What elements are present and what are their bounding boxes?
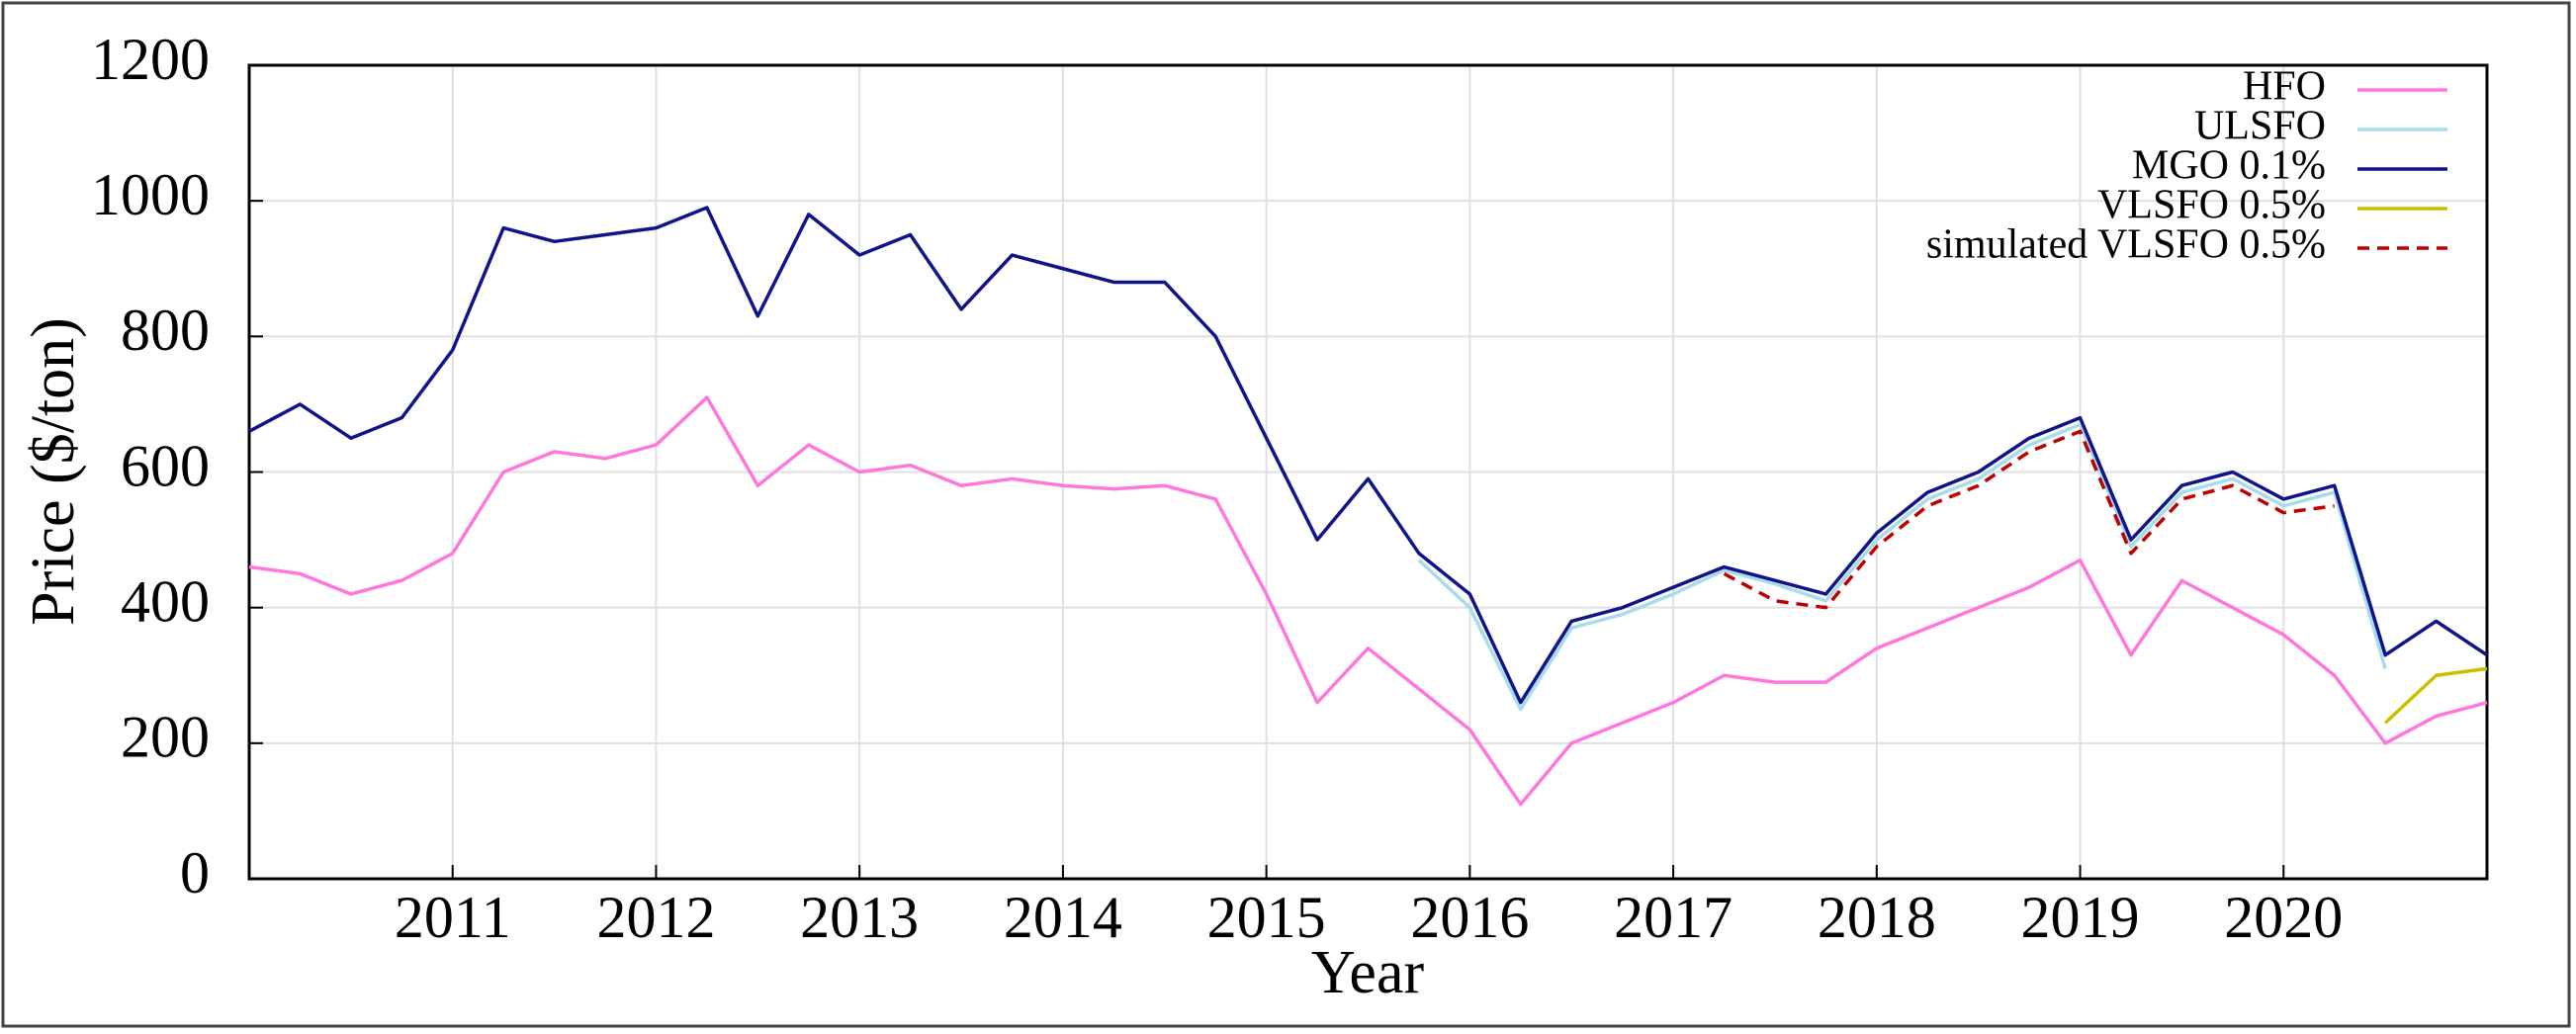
y-tick-label: 0 (180, 840, 210, 905)
series-line (2383, 666, 2488, 725)
x-tick-label: 2013 (800, 885, 919, 950)
legend-label: MGO 0.1% (2132, 143, 2326, 189)
x-tick-label: 2012 (596, 885, 715, 950)
series-line (248, 395, 2488, 807)
y-tick-label: 1200 (91, 27, 210, 92)
legend-label: simulated VLSFO 0.5% (1926, 222, 2326, 268)
x-tick-label: 2018 (1818, 885, 1936, 950)
series-line (1723, 429, 2335, 610)
legend-label: VLSFO 0.5% (2097, 183, 2326, 228)
x-tick-label: 2014 (1004, 885, 1122, 950)
x-tick-label: 2015 (1207, 885, 1326, 950)
x-tick-label: 2011 (395, 885, 511, 950)
y-tick-label: 800 (121, 298, 210, 363)
y-tick-label: 600 (121, 433, 210, 498)
plot-border (247, 63, 2489, 881)
x-tick-label: 2020 (2224, 885, 2343, 950)
x-axis-label: Year (1311, 939, 1425, 1006)
x-tick-label: 2019 (2021, 885, 2140, 950)
x-tick-label: 2017 (1614, 885, 1732, 950)
x-tick-label: 2016 (1410, 885, 1529, 950)
y-tick-label: 400 (121, 568, 210, 634)
series-line (1417, 422, 2387, 712)
series-line (248, 206, 2488, 705)
legend-label: HFO (2243, 64, 2326, 110)
y-axis-label: Price ($/ton) (20, 317, 87, 626)
y-tick-label: 200 (121, 705, 210, 770)
y-tick-label: 1000 (91, 162, 210, 227)
legend-label: ULSFO (2194, 104, 2326, 149)
